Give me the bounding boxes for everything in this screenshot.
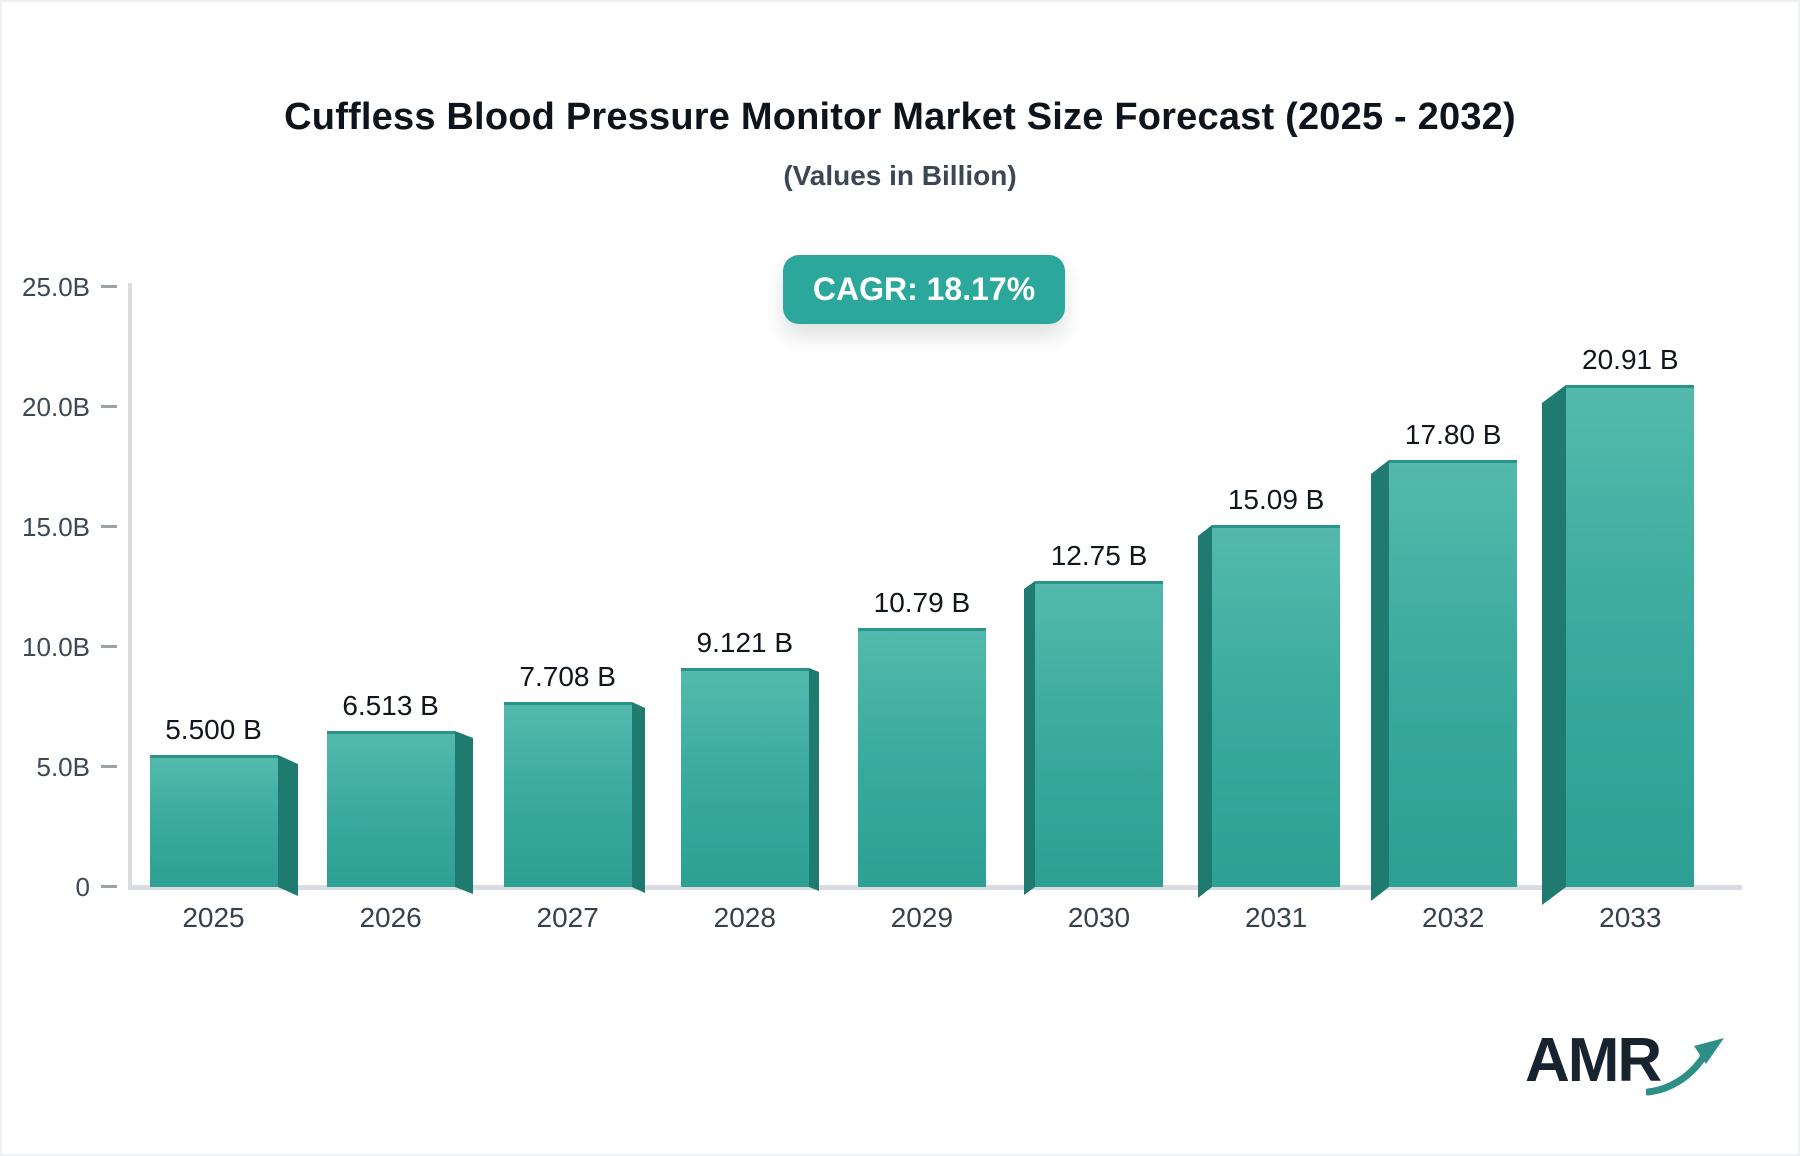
cagr-badge-label: CAGR: 18.17%: [812, 271, 1036, 307]
y-tick-label: 20.0B: [22, 392, 90, 422]
bar-2025[interactable]: [150, 755, 278, 887]
x-axis-label-2027: 2027: [536, 902, 599, 933]
y-tick-label: 15.0B: [22, 512, 90, 542]
x-axis-label-2028: 2028: [713, 902, 776, 933]
x-axis-label-2032: 2032: [1422, 902, 1485, 933]
y-tick-label: 0: [75, 872, 90, 902]
y-tick-mark: [101, 765, 117, 768]
bar-value-label: 10.79 B: [873, 587, 971, 618]
x-axis-label-2029: 2029: [890, 902, 954, 933]
bar-2031[interactable]: [1212, 525, 1340, 887]
growth-arrow-icon: [1646, 1038, 1725, 1096]
x-axis-label-2025: 2025: [182, 902, 245, 933]
y-tick-mark: [101, 405, 117, 408]
bar-side-face: [278, 755, 298, 896]
bar-value-label: 6.513 B: [342, 690, 439, 721]
bar-side-face: [632, 702, 645, 893]
bar-value-label: 15.09 B: [1227, 484, 1325, 515]
x-axis-label-2033: 2033: [1599, 902, 1662, 933]
x-axis-label-2030: 2030: [1067, 902, 1131, 933]
y-tick-mark: [101, 645, 117, 648]
bar-2029[interactable]: [858, 628, 986, 887]
bar-2032[interactable]: [1389, 460, 1517, 887]
y-tick-mark: [101, 885, 117, 888]
bar-value-label: 17.80 B: [1404, 419, 1502, 450]
bar-side-face: [809, 668, 819, 891]
bar-side-face: [1371, 460, 1389, 901]
y-tick-label: 25.0B: [22, 272, 90, 302]
bar-2026[interactable]: [327, 731, 455, 887]
y-axis-line: [128, 283, 132, 890]
y-tick-label: 5.0B: [36, 752, 91, 782]
chart-title: Cuffless Blood Pressure Monitor Market S…: [284, 96, 1516, 138]
bar-side-face: [1024, 581, 1035, 895]
cagr-badge: CAGR: 18.17%: [783, 255, 1065, 324]
bar-2028[interactable]: [681, 668, 809, 887]
bar-value-label: 7.708 B: [519, 661, 616, 692]
bar-value-label: 5.500 B: [165, 714, 262, 745]
bar-2030[interactable]: [1035, 581, 1163, 887]
y-tick-mark: [101, 285, 117, 288]
bar-side-face: [1198, 525, 1212, 898]
bar-value-label: 20.91 B: [1582, 344, 1679, 375]
x-axis-label-2031: 2031: [1244, 902, 1308, 933]
bar-2027[interactable]: [504, 702, 632, 887]
bar-side-face: [1542, 385, 1566, 905]
amr-logo-text: AMR: [1525, 1026, 1662, 1095]
x-axis-baseline: [128, 885, 1742, 890]
y-tick-label: 10.0B: [22, 632, 90, 662]
bar-value-label: 9.121 B: [696, 627, 794, 658]
chart-subtitle: (Values in Billion): [783, 160, 1017, 191]
bar-side-face: [455, 731, 473, 894]
amr-logo: AMR: [1525, 1030, 1734, 1096]
x-axis-label-2026: 2026: [359, 902, 422, 933]
bar-2033[interactable]: [1566, 385, 1694, 887]
y-tick-mark: [101, 525, 117, 528]
bar-value-label: 12.75 B: [1050, 540, 1148, 571]
